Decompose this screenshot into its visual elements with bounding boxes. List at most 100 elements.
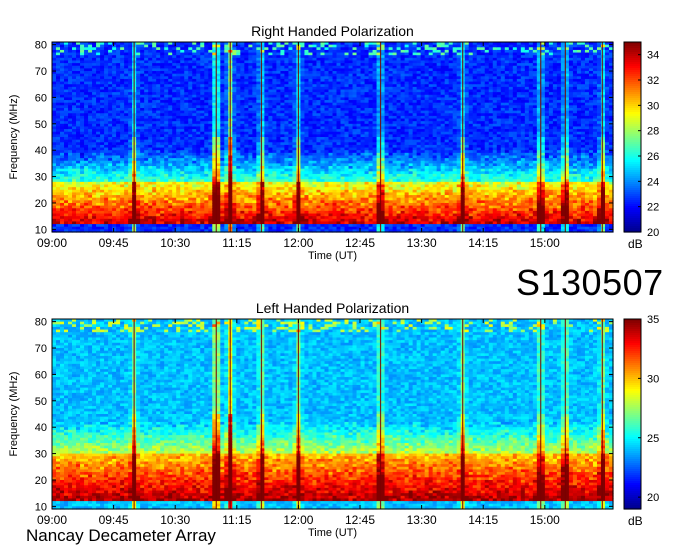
panel0-cell [56, 229, 61, 233]
panel0-cell [56, 78, 61, 83]
panel0-cell [116, 89, 121, 93]
panel0-cell [124, 208, 129, 212]
panel0-cell [180, 192, 185, 196]
panel0-cell [56, 71, 61, 75]
panel0-cell [112, 126, 117, 130]
panel0-cell [84, 208, 89, 212]
panel0-cell [136, 213, 141, 217]
panel0-cell [232, 118, 237, 122]
panel0-cell [160, 71, 165, 75]
panel0-cell [252, 102, 257, 106]
panel0-cell [256, 84, 261, 88]
panel0-cell [104, 189, 109, 194]
panel0-cell [236, 113, 241, 117]
panel0-cell [212, 195, 217, 199]
panel0-cell [116, 213, 121, 217]
panel0-cell [248, 118, 253, 122]
panel0-cell [224, 81, 229, 85]
panel0-cell [76, 137, 81, 141]
panel0-cell [108, 224, 113, 228]
panel0-cell [168, 221, 173, 225]
panel0-cell [168, 76, 173, 80]
panel0-cell [176, 192, 181, 196]
panel0-cell [212, 115, 217, 120]
panel0-cell [156, 134, 161, 138]
panel0-cell [208, 84, 213, 88]
panel0-cell [256, 179, 261, 183]
panel0-cell [164, 73, 169, 77]
panel0-cell [188, 110, 193, 114]
panel0-cell [192, 73, 197, 77]
panel0-cell [216, 166, 221, 170]
panel0-cell [256, 126, 261, 130]
panel0-cell [224, 105, 229, 109]
panel0-cell [212, 192, 217, 196]
panel0-cell [184, 110, 189, 114]
panel0-cell [72, 100, 77, 104]
panel0-cell [116, 171, 121, 175]
panel0-cell [204, 84, 209, 88]
panel0-cell [200, 78, 205, 83]
panel0-cell [104, 229, 109, 233]
panel0-cell [232, 168, 237, 172]
panel0-cell [96, 94, 101, 99]
panel0-cell [216, 139, 221, 143]
panel0-cell [212, 224, 217, 228]
panel0-cell [136, 126, 141, 130]
panel0-cell [80, 200, 85, 204]
panel0-cell [164, 205, 169, 209]
panel0-cell [88, 150, 93, 154]
panel0-cell [224, 221, 229, 225]
panel0-cell [96, 107, 101, 112]
panel0-cell [172, 147, 177, 151]
panel0-cell [208, 126, 213, 130]
panel0-cell [160, 47, 165, 51]
panel0-cell [124, 86, 129, 91]
panel0-cell [128, 202, 133, 207]
panel0-cell [96, 205, 101, 209]
panel0-cell [192, 47, 197, 51]
panel0-cell [184, 65, 189, 69]
panel0-cell [100, 131, 105, 135]
panel0-cell [136, 205, 141, 209]
panel0-cell [80, 208, 85, 212]
panel0-cell [92, 166, 97, 170]
panel0-cell [124, 47, 129, 51]
panel0-cell [156, 105, 161, 109]
panel0-cell [212, 184, 217, 188]
panel0-cell [260, 107, 265, 112]
panel0-cell [220, 171, 225, 175]
panel0-cell [72, 200, 77, 204]
panel0-cell [76, 78, 81, 83]
panel0-cell [220, 126, 225, 130]
panel0-cell [204, 168, 209, 172]
panel0-cell [56, 65, 61, 69]
panel0-cell [104, 144, 109, 149]
panel0-cell [208, 73, 213, 77]
panel0-cell [100, 163, 105, 167]
panel0-cell [176, 126, 181, 130]
panel0-cell [68, 197, 73, 201]
panel0-cell [148, 187, 153, 191]
panel0-cell [140, 176, 145, 180]
panel0-cell [52, 155, 57, 159]
panel0-cell [72, 78, 77, 83]
panel0-cell [144, 118, 149, 122]
panel0-cell [240, 55, 245, 59]
panel0-cell [72, 44, 77, 48]
panel0-cell [156, 189, 161, 194]
panel0-cell [124, 102, 129, 106]
panel0-cell [192, 200, 197, 204]
panel0-cell [248, 181, 253, 186]
panel0-cell [72, 52, 77, 56]
panel0-cell [188, 152, 193, 157]
panel0-cell [168, 105, 173, 109]
panel0-cell [152, 192, 157, 196]
panel0-cell [204, 181, 209, 186]
panel0-cell [136, 192, 141, 196]
panel0-cell [144, 200, 149, 204]
panel0-cell [140, 110, 145, 114]
panel0-cell [52, 68, 57, 72]
panel0-cell [196, 147, 201, 151]
panel0-cell [204, 63, 209, 67]
